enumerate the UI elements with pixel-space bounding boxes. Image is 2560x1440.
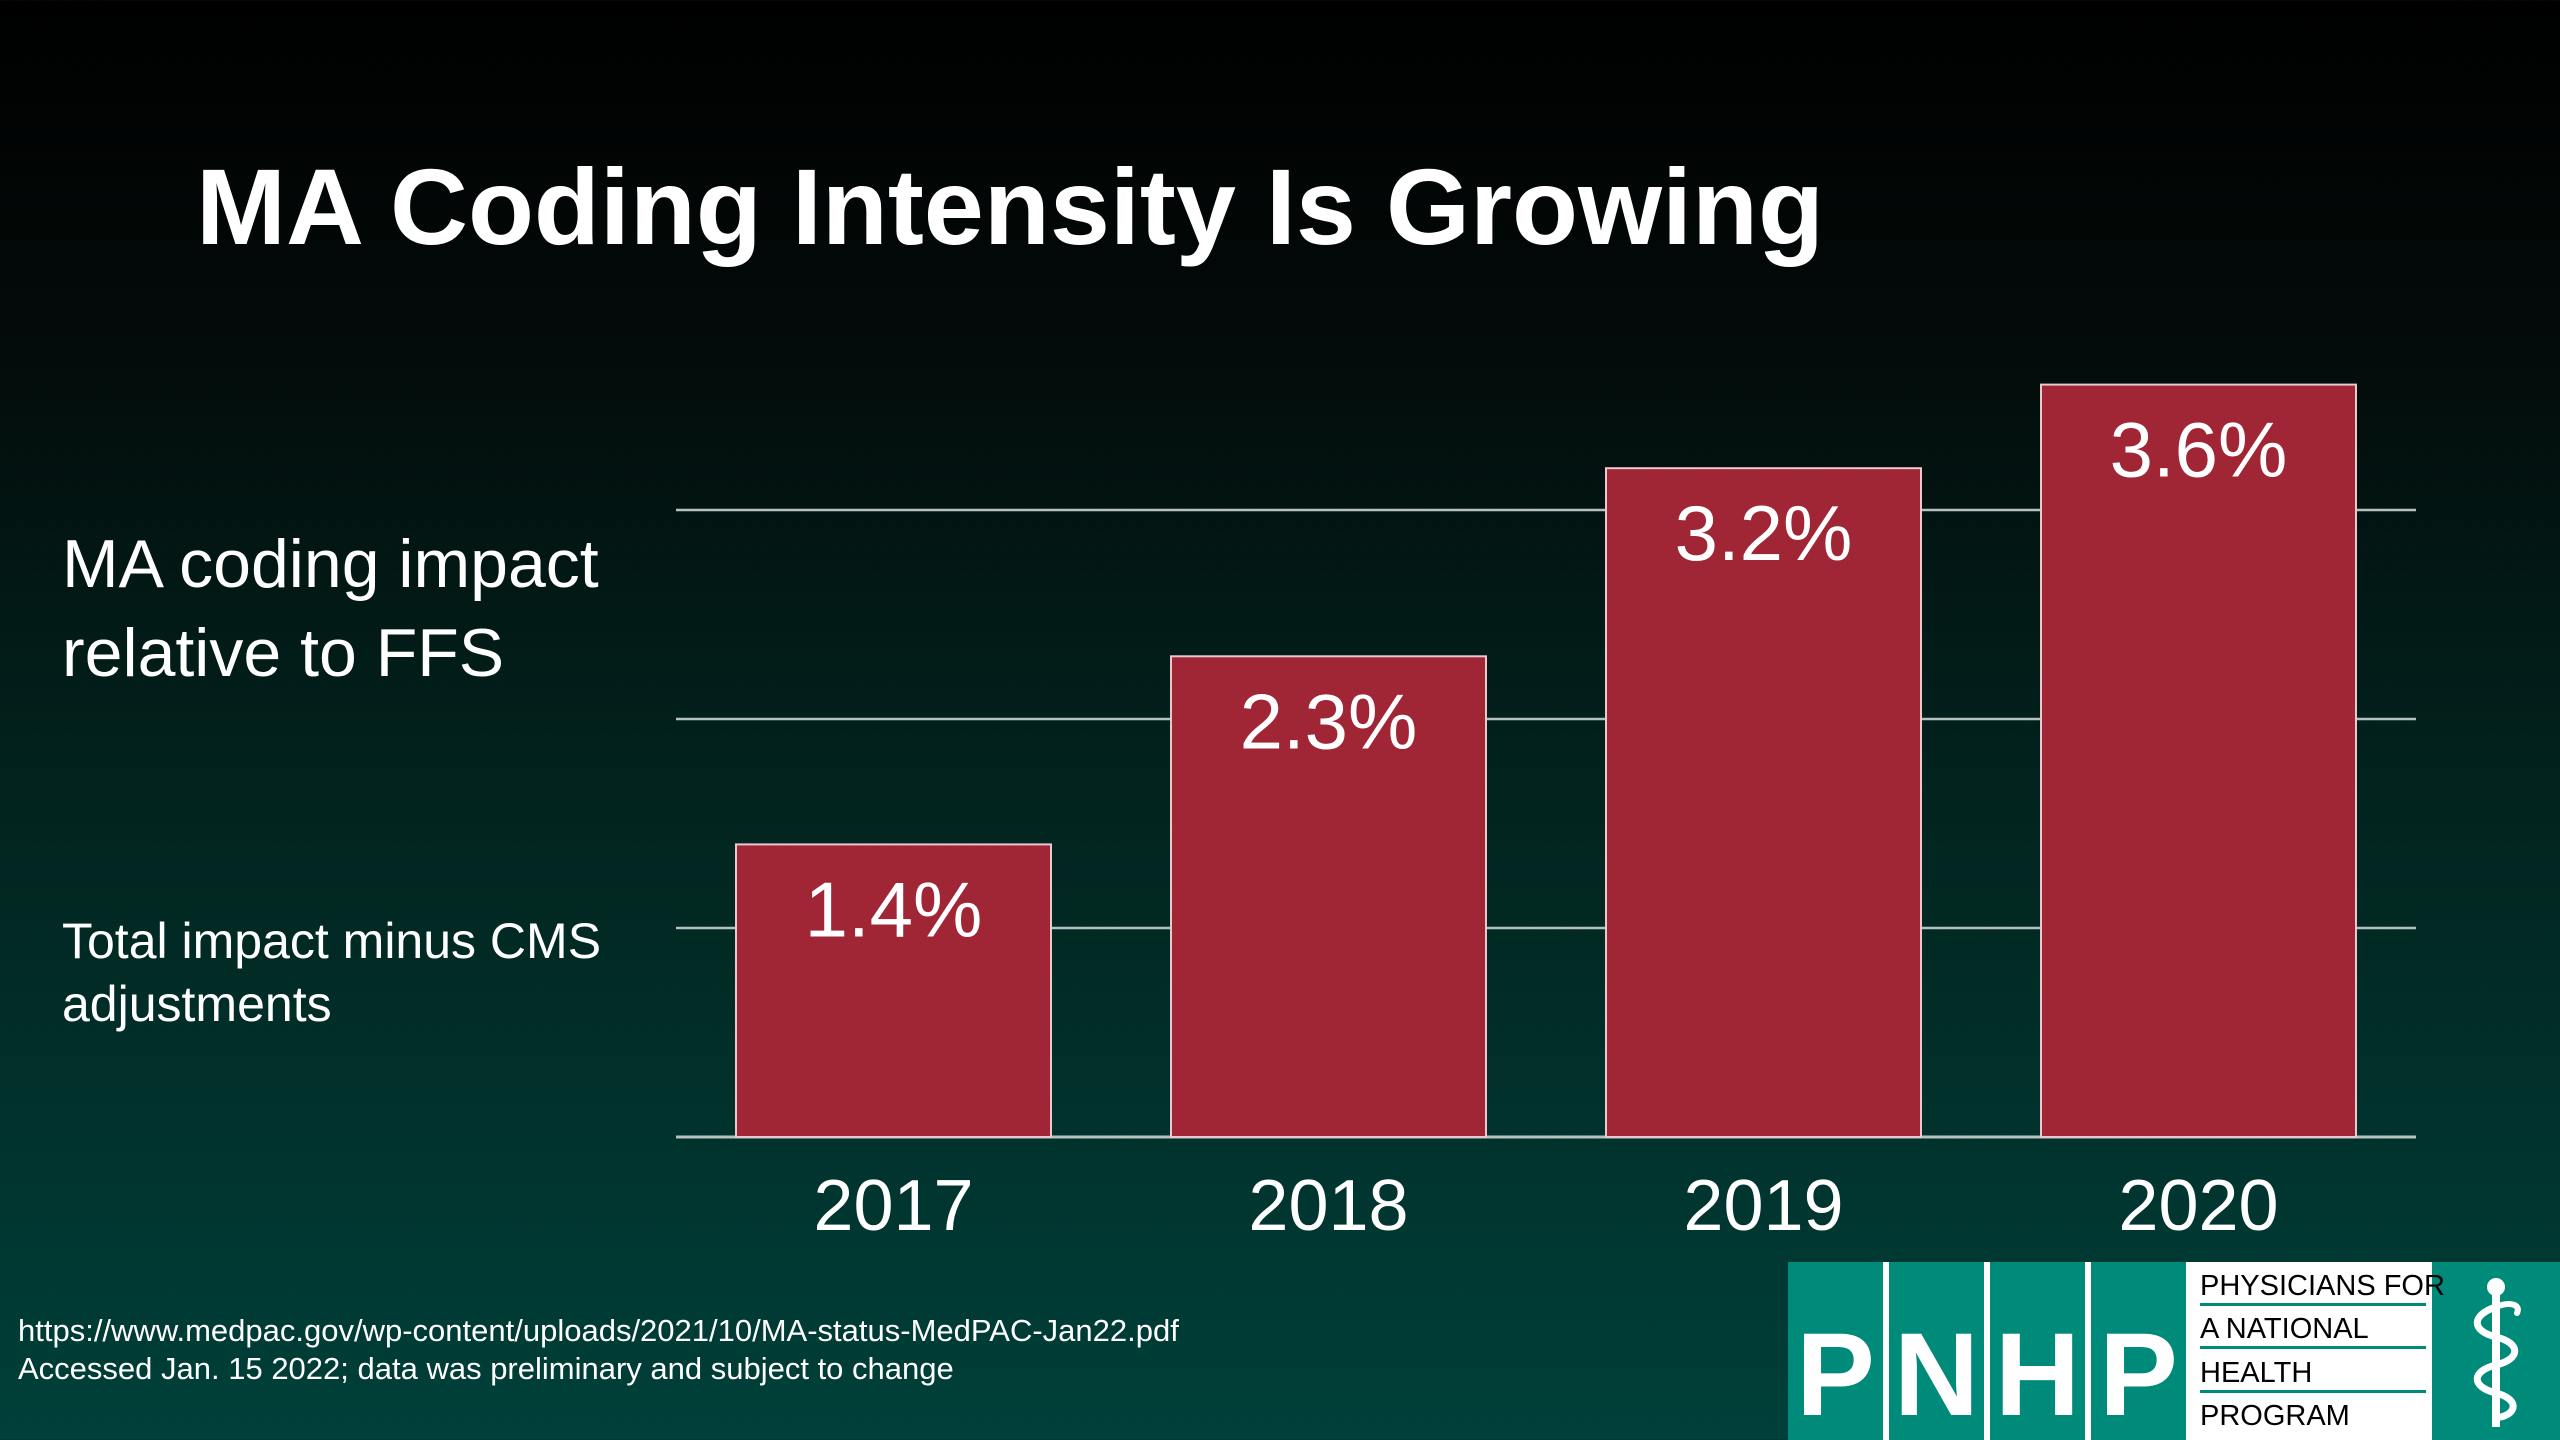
x-tick-label: 2017	[813, 1166, 973, 1246]
logo-text-block: PHYSICIANS FOR A NATIONAL HEALTH PROGRAM	[2192, 1262, 2445, 1440]
logo-text-line: PHYSICIANS FOR	[2200, 1269, 2445, 1307]
logo-letter: P	[1788, 1262, 1889, 1440]
data-label: 1.4%	[805, 865, 983, 953]
x-tick-label: 2018	[1248, 1166, 1408, 1246]
caduceus-icon	[2432, 1262, 2560, 1440]
bar	[735, 843, 1052, 1139]
bars	[735, 383, 2357, 1139]
data-label: 2.3%	[1240, 677, 1418, 765]
logo-letter: P	[2091, 1262, 2192, 1440]
bar	[1170, 655, 1487, 1138]
logo-text-line: A NATIONAL	[2200, 1312, 2426, 1350]
data-label: 3.6%	[2110, 406, 2288, 494]
x-tick-label: 2020	[2118, 1166, 2278, 1246]
y-axis-subdescription: Total impact minus CMS adjustments	[62, 913, 602, 1032]
x-axis-ticks: 2017 2018 2019 2020	[813, 1166, 2278, 1246]
pnhp-logo: P N H P PHYSICIANS FOR A NATIONAL HEALTH…	[1788, 1262, 2560, 1440]
bar	[2040, 383, 2357, 1139]
bar	[1605, 467, 1922, 1138]
logo-letters: P N H P	[1788, 1262, 2192, 1440]
logo-letter: H	[1990, 1262, 2091, 1440]
bar-labels: 1.4% 2.3% 3.2% 3.6%	[805, 406, 2288, 954]
logo-letter: N	[1889, 1262, 1990, 1440]
y-axis-description: MA coding impact relative to FFS	[62, 526, 599, 691]
source-note: Accessed Jan. 15 2022; data was prelimin…	[18, 1351, 954, 1386]
logo-text-line: HEALTH	[2200, 1356, 2426, 1393]
x-tick-label: 2019	[1683, 1166, 1843, 1246]
data-label: 3.2%	[1675, 489, 1853, 577]
source-url[interactable]: https://www.medpac.gov/wp-content/upload…	[18, 1313, 1179, 1348]
source-footnote: https://www.medpac.gov/wp-content/upload…	[18, 1312, 1179, 1388]
logo-text-line: PROGRAM	[2200, 1399, 2350, 1432]
page-title: MA Coding Intensity Is Growing	[196, 146, 1824, 267]
